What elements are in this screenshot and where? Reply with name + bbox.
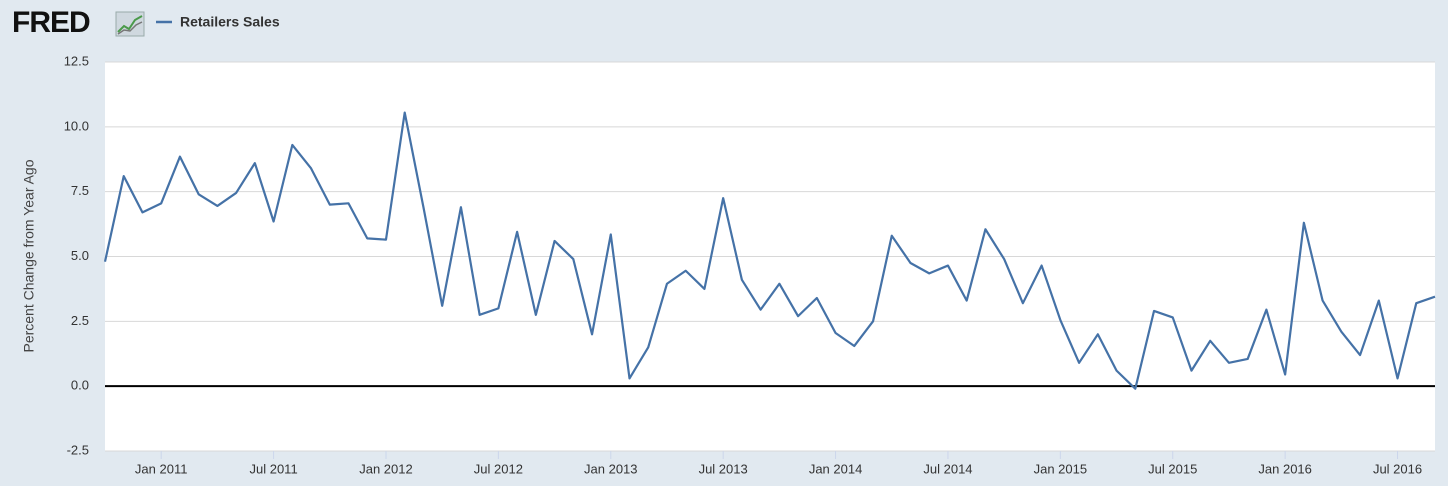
x-tick-label: Jan 2015 — [1034, 461, 1088, 476]
y-tick-label: 7.5 — [71, 183, 89, 198]
y-tick-label: 2.5 — [71, 313, 89, 328]
x-tick-label: Jan 2016 — [1258, 461, 1312, 476]
x-tick-label: Jul 2012 — [474, 461, 523, 476]
x-tick-label: Jan 2013 — [584, 461, 638, 476]
y-tick-label: 12.5 — [64, 53, 89, 68]
logo-icon — [115, 11, 145, 37]
x-tick-label: Jul 2016 — [1373, 461, 1422, 476]
legend-label: Retailers Sales — [180, 14, 280, 30]
y-tick-label: 0.0 — [71, 378, 89, 393]
x-tick-label: Jul 2014 — [923, 461, 972, 476]
y-tick-label: 10.0 — [64, 118, 89, 133]
logo: FRED — [12, 6, 90, 39]
x-tick-label: Jul 2011 — [249, 461, 297, 476]
y-axis-label: Percent Change from Year Ago — [21, 159, 37, 352]
x-tick-label: Jan 2014 — [809, 461, 863, 476]
x-tick-label: Jan 2011 — [135, 461, 188, 476]
x-tick-label: Jan 2012 — [359, 461, 413, 476]
series-line — [103, 111, 1436, 390]
x-tick-label: Jul 2013 — [699, 461, 748, 476]
y-tick-label: -2.5 — [67, 442, 89, 457]
x-tick-label: Jul 2015 — [1148, 461, 1197, 476]
y-tick-label: 5.0 — [71, 248, 89, 263]
